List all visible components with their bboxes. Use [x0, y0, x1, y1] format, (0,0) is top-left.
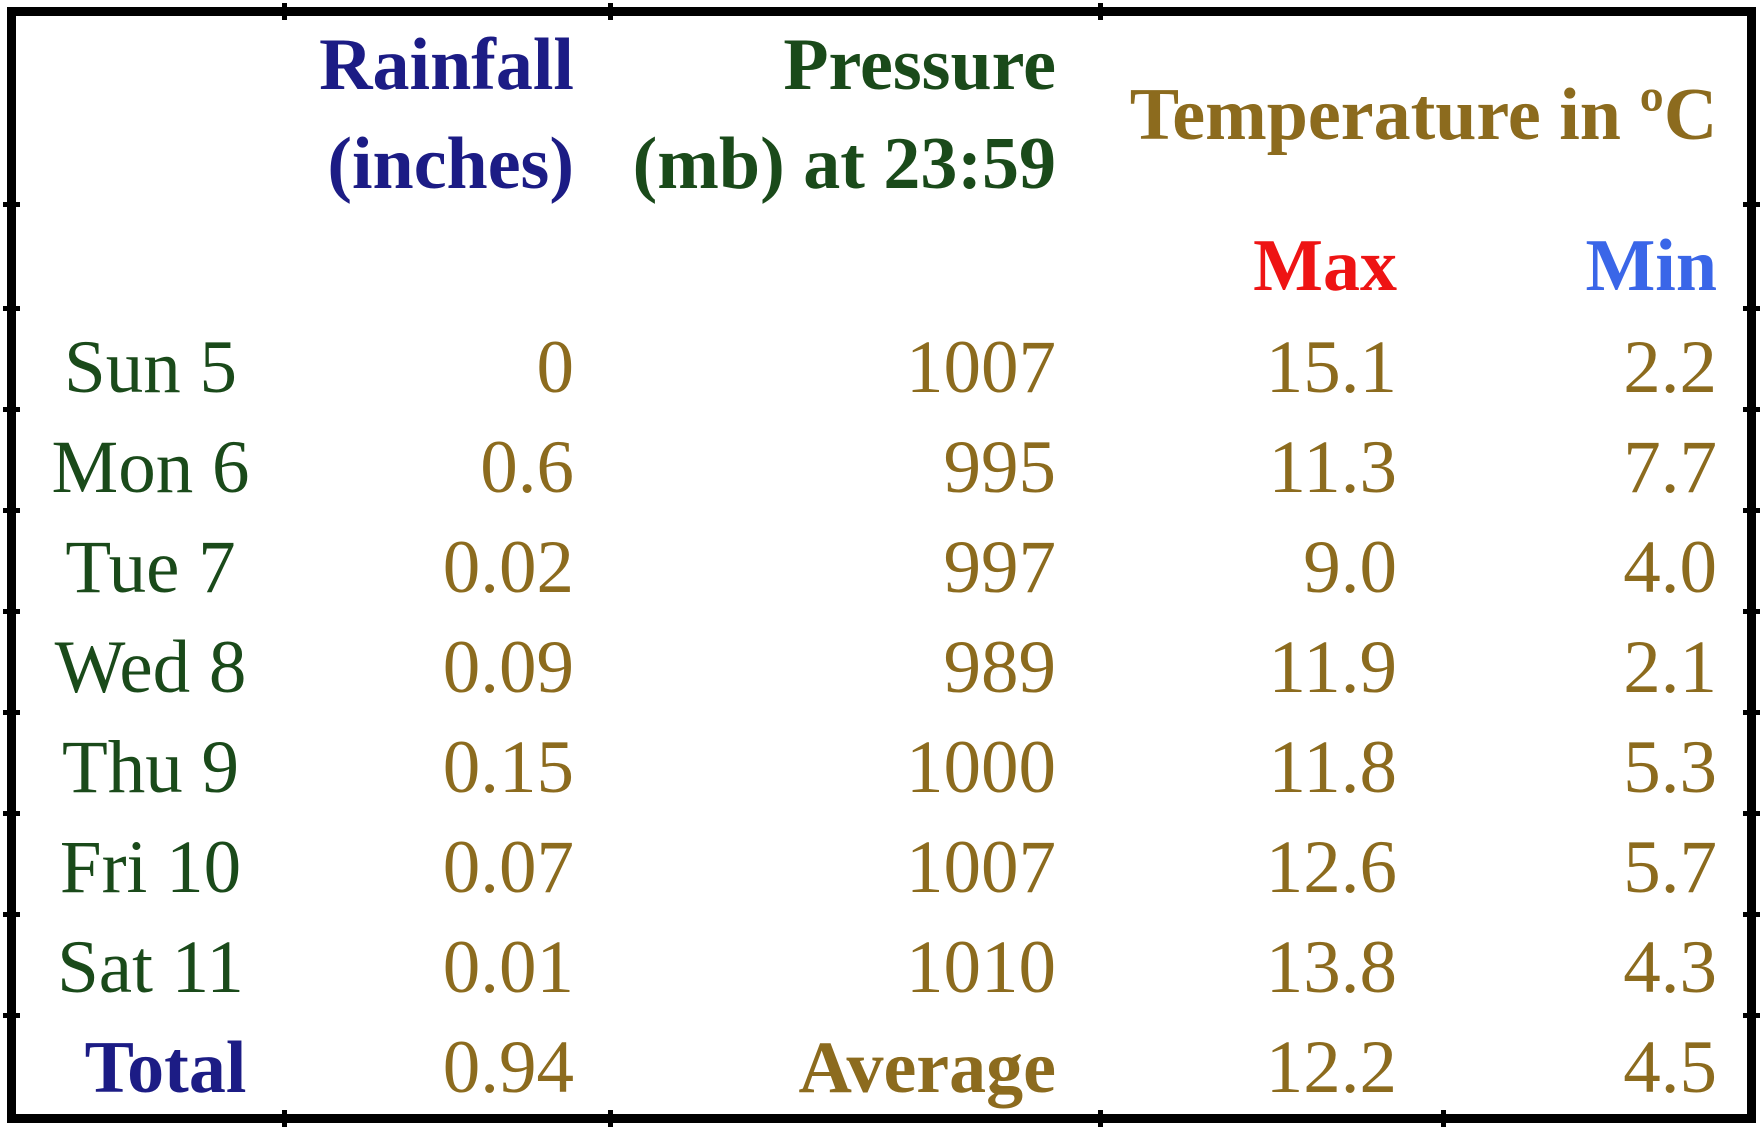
- grid-tick: [3, 202, 20, 207]
- rainfall-cell: 0.6: [480, 426, 574, 509]
- rainfall-column-header: Rainfall (inches): [285, 16, 610, 214]
- grid-tick: [1098, 3, 1103, 20]
- weather-table: Rainfall (inches) Pressure (mb) at 23:59…: [16, 16, 1747, 1118]
- total-rainfall-cell: 0.94: [442, 1026, 574, 1109]
- grid-tick: [3, 912, 20, 917]
- grid-tick: [1743, 202, 1760, 207]
- max-temp-cell: 11.3: [1268, 426, 1397, 509]
- min-temp-cell: 5.7: [1623, 826, 1718, 909]
- pressure-header-line2: (mb) at 23:59: [632, 123, 1056, 205]
- min-temp-cell: 5.3: [1623, 726, 1718, 809]
- table-row-wed8: Wed 8 0.09 989 11.9 2.1: [16, 618, 1747, 718]
- average-max-cell: 12.2: [1265, 1026, 1397, 1109]
- grid-tick: [3, 710, 20, 715]
- total-label: Total: [84, 1026, 247, 1109]
- max-temp-cell: 13.8: [1265, 926, 1397, 1009]
- min-temp-cell: 4.0: [1623, 526, 1718, 609]
- max-column-header: Max: [1253, 224, 1397, 307]
- max-temp-cell: 12.6: [1265, 826, 1397, 909]
- average-label: Average: [798, 1026, 1056, 1109]
- day-cell: Sun 5: [64, 326, 237, 409]
- max-temp-cell: 11.9: [1268, 626, 1397, 709]
- min-temp-cell: 7.7: [1623, 426, 1718, 509]
- rainfall-cell: 0.09: [442, 626, 574, 709]
- table-row-sun5: Sun 5 0 1007 15.1 2.2: [16, 318, 1747, 418]
- min-temp-cell: 2.2: [1623, 326, 1718, 409]
- grid-tick: [3, 811, 20, 816]
- grid-tick: [3, 306, 20, 311]
- grid-tick: [608, 3, 613, 20]
- pressure-header-line1: Pressure: [783, 24, 1056, 106]
- min-temp-cell: 4.3: [1623, 926, 1718, 1009]
- rainfall-cell: 0: [536, 326, 575, 409]
- table-row-mon6: Mon 6 0.6 995 11.3 7.7: [16, 418, 1747, 518]
- day-cell: Tue 7: [65, 526, 236, 609]
- day-cell: Wed 8: [54, 626, 247, 709]
- day-column-header-empty: [16, 16, 285, 214]
- grid-tick: [1743, 508, 1760, 513]
- grid-tick: [282, 1110, 287, 1127]
- pressure-cell: 1010: [906, 926, 1056, 1009]
- grid-tick: [282, 3, 287, 20]
- summary-row: Total 0.94 Average 12.2 4.5: [16, 1018, 1747, 1118]
- day-cell: Thu 9: [61, 726, 240, 809]
- grid-tick: [1743, 306, 1760, 311]
- day-cell: Fri 10: [59, 826, 242, 909]
- grid-tick: [1743, 407, 1760, 412]
- pressure-cell: 1007: [906, 826, 1056, 909]
- grid-tick: [1743, 811, 1760, 816]
- rainfall-cell: 0.15: [442, 726, 574, 809]
- grid-tick: [3, 508, 20, 513]
- average-min-cell: 4.5: [1623, 1026, 1718, 1109]
- table-frame: Rainfall (inches) Pressure (mb) at 23:59…: [3, 3, 1760, 1127]
- header-row-max-min: Max Min: [16, 214, 1747, 318]
- rainfall-cell: 0.07: [442, 826, 574, 909]
- max-temp-cell: 15.1: [1265, 326, 1397, 409]
- max-temp-cell: 11.8: [1268, 726, 1397, 809]
- min-column-header: Min: [1585, 224, 1718, 307]
- header-row-main: Rainfall (inches) Pressure (mb) at 23:59…: [16, 16, 1747, 214]
- pressure-cell: 997: [943, 526, 1057, 609]
- grid-tick: [3, 407, 20, 412]
- rainfall-cell: 0.01: [442, 926, 574, 1009]
- grid-tick: [1743, 609, 1760, 614]
- grid-tick: [3, 1013, 20, 1018]
- grid-tick: [608, 1110, 613, 1127]
- rainfall-header-line2: (inches): [327, 123, 574, 205]
- max-temp-cell: 9.0: [1303, 526, 1397, 609]
- grid-tick: [1743, 710, 1760, 715]
- grid-tick: [3, 609, 20, 614]
- pressure-cell: 1000: [906, 726, 1056, 809]
- temperature-column-header: Temperature in ºC: [1129, 73, 1718, 156]
- pressure-cell: 989: [943, 626, 1057, 709]
- day-cell: Sat 11: [57, 926, 244, 1009]
- grid-tick: [1743, 1013, 1760, 1018]
- pressure-cell: 995: [943, 426, 1057, 509]
- pressure-column-header: Pressure (mb) at 23:59: [610, 16, 1100, 214]
- grid-tick: [1098, 1110, 1103, 1127]
- table-row-fri10: Fri 10 0.07 1007 12.6 5.7: [16, 818, 1747, 918]
- table-row-thu9: Thu 9 0.15 1000 11.8 5.3: [16, 718, 1747, 818]
- table-row-sat11: Sat 11 0.01 1010 13.8 4.3: [16, 918, 1747, 1018]
- table-row-tue7: Tue 7 0.02 997 9.0 4.0: [16, 518, 1747, 618]
- grid-tick: [1743, 912, 1760, 917]
- rainfall-cell: 0.02: [442, 526, 574, 609]
- pressure-cell: 1007: [906, 326, 1056, 409]
- day-cell: Mon 6: [51, 426, 250, 509]
- grid-tick: [1441, 1110, 1446, 1127]
- min-temp-cell: 2.1: [1623, 626, 1718, 709]
- rainfall-header-line1: Rainfall: [319, 24, 574, 106]
